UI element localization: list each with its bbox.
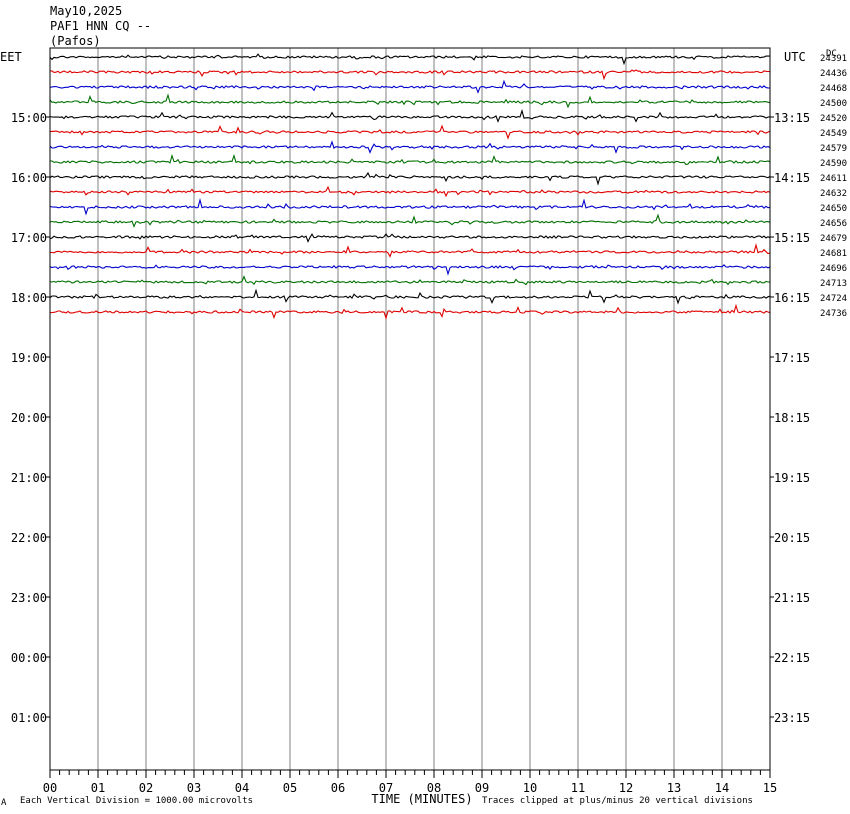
left-hour-label: 17:00 xyxy=(11,231,47,245)
trace-count-label: 24724 xyxy=(820,294,847,304)
seismic-trace xyxy=(49,108,771,123)
left-hour-label: 15:00 xyxy=(11,111,47,125)
seismic-trace xyxy=(49,275,771,286)
right-hour-label: 15:15 xyxy=(774,231,810,245)
x-tick-label: 07 xyxy=(379,781,393,795)
header-station: PAF1 HNN CQ -- xyxy=(50,19,152,33)
trace-count-label: 24436 xyxy=(820,69,847,79)
footer-clip-note: Traces clipped at plus/minus 20 vertical… xyxy=(482,796,753,806)
plot-frame xyxy=(49,47,771,771)
x-tick-label: 04 xyxy=(235,781,249,795)
right-hour-label: 20:15 xyxy=(774,531,810,545)
trace-count-label: 24520 xyxy=(820,114,847,124)
trace-count-label: 24696 xyxy=(820,264,847,274)
right-hour-label: 13:15 xyxy=(774,111,810,125)
trace-count-label: 24590 xyxy=(820,159,847,169)
seismic-trace xyxy=(49,53,771,66)
trace-count-label: 24656 xyxy=(820,219,847,229)
right-hour-label: 16:15 xyxy=(774,291,810,305)
left-hour-label: 20:00 xyxy=(11,411,47,425)
seismic-trace xyxy=(50,153,771,166)
trace-count-label: 24681 xyxy=(820,249,847,259)
left-axis-label: EET xyxy=(0,50,22,64)
right-hour-label: 19:15 xyxy=(774,471,810,485)
x-tick-label: 15 xyxy=(763,781,777,795)
trace-count-label: 24679 xyxy=(820,234,847,244)
trace-count-label: 24391 xyxy=(820,54,847,64)
seismic-trace xyxy=(49,171,771,186)
header-location: (Pafos) xyxy=(50,34,101,48)
seismic-trace xyxy=(49,233,771,243)
seismic-trace xyxy=(49,124,771,140)
trace-count-label: 24650 xyxy=(820,204,847,214)
left-hour-label: 19:00 xyxy=(11,351,47,365)
x-tick-label: 13 xyxy=(667,781,681,795)
x-tick-label: 08 xyxy=(427,781,441,795)
right-axis-label: UTC xyxy=(784,50,806,64)
x-tick-label: 11 xyxy=(571,781,585,795)
seismic-trace xyxy=(49,69,771,81)
seismic-trace xyxy=(49,197,771,216)
right-hour-label: 23:15 xyxy=(774,711,810,725)
left-hour-label: 16:00 xyxy=(11,171,47,185)
right-hour-label: 22:15 xyxy=(774,651,810,665)
minute-grid xyxy=(97,48,723,770)
x-tick-label: 09 xyxy=(475,781,489,795)
right-hour-label: 14:15 xyxy=(774,171,810,185)
seismic-trace xyxy=(49,79,771,94)
x-tick-label: 05 xyxy=(283,781,297,795)
trace-count-label: 24736 xyxy=(820,309,847,319)
x-tick-label: 03 xyxy=(187,781,201,795)
x-tick-label: 01 xyxy=(91,781,105,795)
left-hour-label: 01:00 xyxy=(11,711,47,725)
trace-count-label: 24500 xyxy=(820,99,847,109)
x-tick-label: 06 xyxy=(331,781,345,795)
plot-labels: 00 01 02 03 04 05 06 07 08 09 10 11 12 13 14 15 TIME (MI… xyxy=(0,49,847,808)
left-hour-label: 00:00 xyxy=(11,651,47,665)
x-axis-title: TIME (MINUTES) xyxy=(371,792,472,806)
x-tick-label: 02 xyxy=(139,781,153,795)
x-tick-label: 14 xyxy=(715,781,729,795)
seismic-trace xyxy=(49,140,771,154)
footer-mark: A xyxy=(1,798,7,808)
seismic-trace xyxy=(49,303,771,320)
right-hour-label: 18:15 xyxy=(774,411,810,425)
trace-count-label: 24713 xyxy=(820,279,847,289)
trace-count-label: 24611 xyxy=(820,174,847,184)
seismic-trace xyxy=(49,213,771,228)
seismic-trace xyxy=(49,288,771,305)
right-hour-label: 21:15 xyxy=(774,591,810,605)
footer-scale-note: Each Vertical Division = 1000.00 microvo… xyxy=(20,796,253,806)
right-hour-label: 17:15 xyxy=(774,351,810,365)
trace-count-label: 24468 xyxy=(820,84,847,94)
x-tick-label: 00 xyxy=(43,781,57,795)
seismic-traces xyxy=(49,53,771,320)
plot-axes xyxy=(46,47,774,778)
header-date: May10,2025 xyxy=(50,4,123,18)
seismic-trace xyxy=(49,93,771,109)
corner-label: DC xyxy=(826,49,837,59)
seismic-trace xyxy=(49,264,771,276)
seismic-trace xyxy=(50,242,771,258)
seismic-trace xyxy=(49,185,771,198)
x-tick-label: 10 xyxy=(523,781,537,795)
trace-count-label: 24632 xyxy=(820,189,847,199)
left-hour-label: 22:00 xyxy=(11,531,47,545)
x-tick-label: 12 xyxy=(619,781,633,795)
trace-count-label: 24549 xyxy=(820,129,847,139)
left-hour-label: 23:00 xyxy=(11,591,47,605)
left-hour-label: 21:00 xyxy=(11,471,47,485)
left-hour-label: 18:00 xyxy=(11,291,47,305)
trace-count-label: 24579 xyxy=(820,144,847,154)
